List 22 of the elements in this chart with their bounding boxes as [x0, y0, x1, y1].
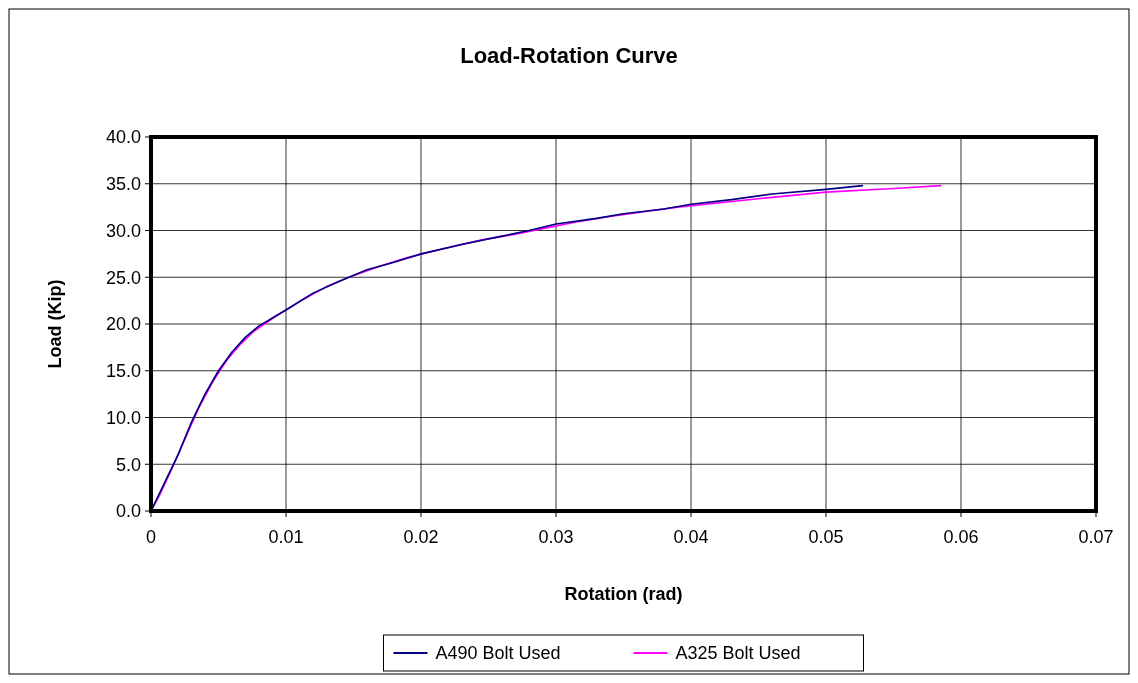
chart-title: Load-Rotation Curve — [460, 43, 678, 68]
x-tick-label: 0.01 — [268, 527, 304, 547]
y-tick-label: 15.0 — [105, 361, 141, 382]
y-tick-label: 30.0 — [105, 220, 141, 241]
x-tick-label: 0.05 — [808, 527, 844, 547]
x-tick-label: 0.07 — [1078, 527, 1114, 547]
y-axis-title: Load (Kip) — [45, 279, 65, 369]
legend-label: A490 Bolt Used — [435, 643, 561, 664]
legend-label: A325 Bolt Used — [675, 643, 801, 664]
y-tick-label: 5.0 — [115, 454, 141, 475]
x-tick-label: 0.03 — [538, 527, 574, 547]
y-tick-label: 25.0 — [105, 267, 141, 288]
y-tick-label: 10.0 — [105, 407, 141, 428]
y-tick-label: 35.0 — [105, 174, 141, 195]
y-tick-label: 0.0 — [115, 501, 141, 522]
x-tick-label: 0 — [145, 527, 157, 547]
x-tick-label: 0.02 — [403, 527, 439, 547]
x-axis-title: Rotation (rad) — [564, 584, 683, 604]
y-tick-label: 20.0 — [105, 314, 141, 335]
x-tick-label: 0.06 — [943, 527, 979, 547]
y-tick-label: 40.0 — [105, 127, 141, 148]
x-tick-label: 0.04 — [673, 527, 709, 547]
